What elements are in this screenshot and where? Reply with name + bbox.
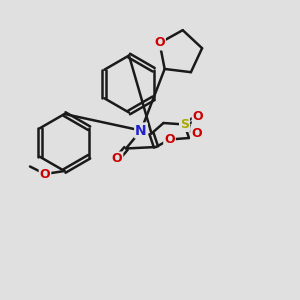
Text: N: N [135, 124, 147, 137]
Text: O: O [154, 37, 165, 50]
Text: S: S [180, 118, 189, 131]
Text: O: O [40, 167, 50, 181]
Text: O: O [191, 127, 202, 140]
Text: O: O [112, 152, 122, 166]
Text: O: O [193, 110, 203, 124]
Text: O: O [164, 133, 175, 146]
